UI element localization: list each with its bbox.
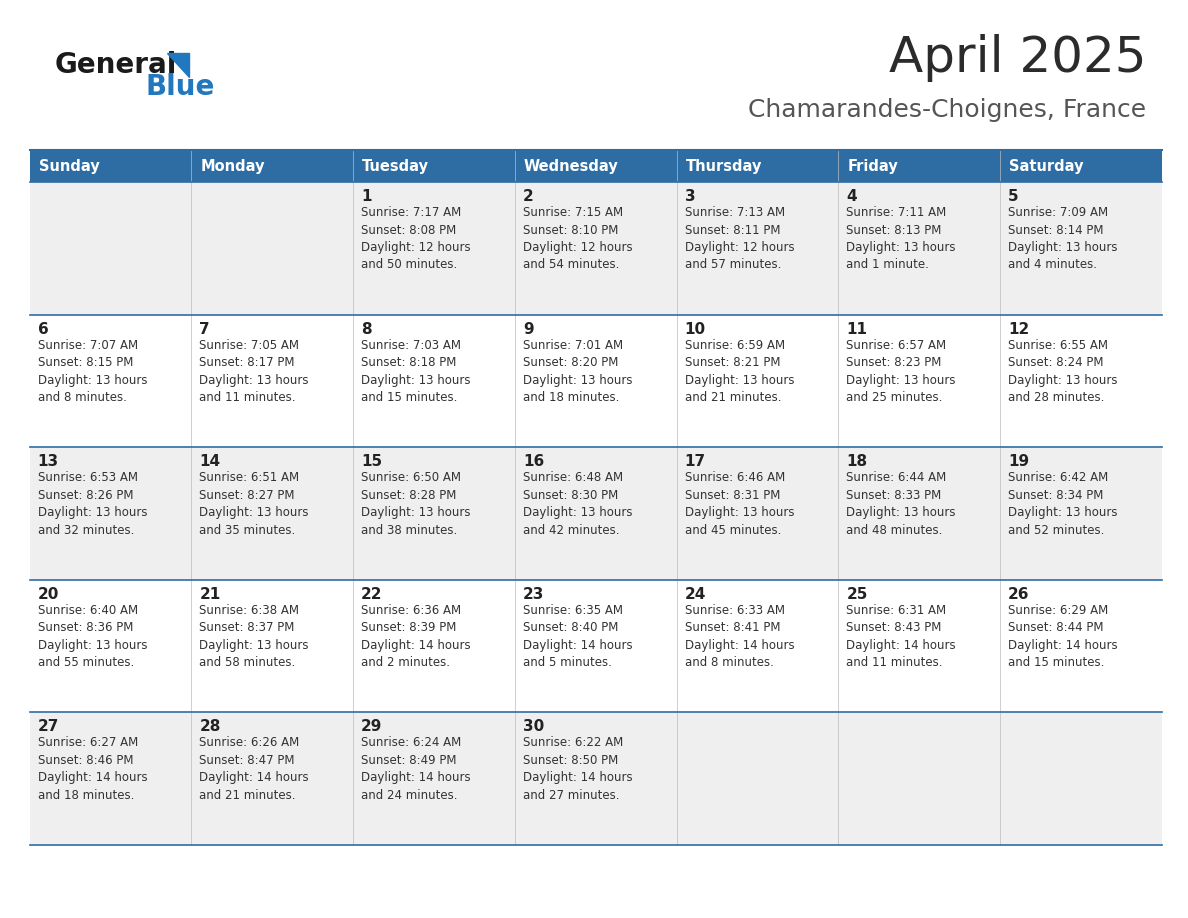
Bar	[30, 150, 1162, 182]
Text: Sunrise: 7:11 AM
Sunset: 8:13 PM
Daylight: 13 hours
and 1 minute.: Sunrise: 7:11 AM Sunset: 8:13 PM Dayligh…	[846, 206, 956, 272]
Text: Monday: Monday	[201, 159, 265, 174]
Text: Sunrise: 6:55 AM
Sunset: 8:24 PM
Daylight: 13 hours
and 28 minutes.: Sunrise: 6:55 AM Sunset: 8:24 PM Dayligh…	[1009, 339, 1118, 404]
Text: 21: 21	[200, 587, 221, 602]
Text: Saturday: Saturday	[1009, 159, 1083, 174]
Text: Sunrise: 6:29 AM
Sunset: 8:44 PM
Daylight: 14 hours
and 15 minutes.: Sunrise: 6:29 AM Sunset: 8:44 PM Dayligh…	[1009, 604, 1118, 669]
Text: 26: 26	[1009, 587, 1030, 602]
Bar	[30, 447, 1162, 580]
Text: 8: 8	[361, 321, 372, 337]
Text: 19: 19	[1009, 454, 1029, 469]
Text: 13: 13	[38, 454, 59, 469]
Text: Sunrise: 7:15 AM
Sunset: 8:10 PM
Daylight: 12 hours
and 54 minutes.: Sunrise: 7:15 AM Sunset: 8:10 PM Dayligh…	[523, 206, 632, 272]
Text: Sunrise: 7:03 AM
Sunset: 8:18 PM
Daylight: 13 hours
and 15 minutes.: Sunrise: 7:03 AM Sunset: 8:18 PM Dayligh…	[361, 339, 470, 404]
Text: 15: 15	[361, 454, 383, 469]
Text: Sunrise: 7:13 AM
Sunset: 8:11 PM
Daylight: 12 hours
and 57 minutes.: Sunrise: 7:13 AM Sunset: 8:11 PM Dayligh…	[684, 206, 795, 272]
Text: General: General	[55, 51, 177, 79]
Text: Friday: Friday	[847, 159, 898, 174]
Text: Sunrise: 6:57 AM
Sunset: 8:23 PM
Daylight: 13 hours
and 25 minutes.: Sunrise: 6:57 AM Sunset: 8:23 PM Dayligh…	[846, 339, 956, 404]
Text: Wednesday: Wednesday	[524, 159, 619, 174]
Bar	[30, 182, 1162, 315]
Text: Sunrise: 6:27 AM
Sunset: 8:46 PM
Daylight: 14 hours
and 18 minutes.: Sunrise: 6:27 AM Sunset: 8:46 PM Dayligh…	[38, 736, 147, 802]
Text: 29: 29	[361, 720, 383, 734]
Bar	[30, 580, 1162, 712]
Text: 25: 25	[846, 587, 867, 602]
Text: 6: 6	[38, 321, 49, 337]
Text: 27: 27	[38, 720, 59, 734]
Text: April 2025: April 2025	[889, 34, 1146, 82]
Text: Sunrise: 6:44 AM
Sunset: 8:33 PM
Daylight: 13 hours
and 48 minutes.: Sunrise: 6:44 AM Sunset: 8:33 PM Dayligh…	[846, 471, 956, 537]
Text: Sunrise: 6:48 AM
Sunset: 8:30 PM
Daylight: 13 hours
and 42 minutes.: Sunrise: 6:48 AM Sunset: 8:30 PM Dayligh…	[523, 471, 632, 537]
Bar	[30, 712, 1162, 845]
Text: Chamarandes-Choignes, France: Chamarandes-Choignes, France	[748, 98, 1146, 122]
Text: 4: 4	[846, 189, 857, 204]
Text: Sunrise: 6:46 AM
Sunset: 8:31 PM
Daylight: 13 hours
and 45 minutes.: Sunrise: 6:46 AM Sunset: 8:31 PM Dayligh…	[684, 471, 794, 537]
Text: Sunrise: 7:17 AM
Sunset: 8:08 PM
Daylight: 12 hours
and 50 minutes.: Sunrise: 7:17 AM Sunset: 8:08 PM Dayligh…	[361, 206, 470, 272]
Text: Sunrise: 6:59 AM
Sunset: 8:21 PM
Daylight: 13 hours
and 21 minutes.: Sunrise: 6:59 AM Sunset: 8:21 PM Dayligh…	[684, 339, 794, 404]
Text: 22: 22	[361, 587, 383, 602]
Text: 12: 12	[1009, 321, 1029, 337]
Text: Tuesday: Tuesday	[362, 159, 429, 174]
Text: 9: 9	[523, 321, 533, 337]
Text: Sunrise: 6:33 AM
Sunset: 8:41 PM
Daylight: 14 hours
and 8 minutes.: Sunrise: 6:33 AM Sunset: 8:41 PM Dayligh…	[684, 604, 795, 669]
Text: Sunrise: 6:40 AM
Sunset: 8:36 PM
Daylight: 13 hours
and 55 minutes.: Sunrise: 6:40 AM Sunset: 8:36 PM Dayligh…	[38, 604, 147, 669]
Text: Sunrise: 6:36 AM
Sunset: 8:39 PM
Daylight: 14 hours
and 2 minutes.: Sunrise: 6:36 AM Sunset: 8:39 PM Dayligh…	[361, 604, 470, 669]
Text: 7: 7	[200, 321, 210, 337]
Text: 17: 17	[684, 454, 706, 469]
Text: 1: 1	[361, 189, 372, 204]
Text: Sunrise: 7:09 AM
Sunset: 8:14 PM
Daylight: 13 hours
and 4 minutes.: Sunrise: 7:09 AM Sunset: 8:14 PM Dayligh…	[1009, 206, 1118, 272]
Bar	[30, 315, 1162, 447]
Text: Sunrise: 6:51 AM
Sunset: 8:27 PM
Daylight: 13 hours
and 35 minutes.: Sunrise: 6:51 AM Sunset: 8:27 PM Dayligh…	[200, 471, 309, 537]
Text: 23: 23	[523, 587, 544, 602]
Text: Sunrise: 6:38 AM
Sunset: 8:37 PM
Daylight: 13 hours
and 58 minutes.: Sunrise: 6:38 AM Sunset: 8:37 PM Dayligh…	[200, 604, 309, 669]
Text: 18: 18	[846, 454, 867, 469]
Text: Sunrise: 7:07 AM
Sunset: 8:15 PM
Daylight: 13 hours
and 8 minutes.: Sunrise: 7:07 AM Sunset: 8:15 PM Dayligh…	[38, 339, 147, 404]
Text: 11: 11	[846, 321, 867, 337]
Text: Blue: Blue	[145, 73, 214, 101]
Text: Sunrise: 7:01 AM
Sunset: 8:20 PM
Daylight: 13 hours
and 18 minutes.: Sunrise: 7:01 AM Sunset: 8:20 PM Dayligh…	[523, 339, 632, 404]
Text: 2: 2	[523, 189, 533, 204]
Text: Sunrise: 6:53 AM
Sunset: 8:26 PM
Daylight: 13 hours
and 32 minutes.: Sunrise: 6:53 AM Sunset: 8:26 PM Dayligh…	[38, 471, 147, 537]
Text: 28: 28	[200, 720, 221, 734]
Text: 24: 24	[684, 587, 706, 602]
Text: 3: 3	[684, 189, 695, 204]
Text: 30: 30	[523, 720, 544, 734]
Text: 5: 5	[1009, 189, 1019, 204]
Text: Thursday: Thursday	[685, 159, 762, 174]
Text: Sunrise: 6:50 AM
Sunset: 8:28 PM
Daylight: 13 hours
and 38 minutes.: Sunrise: 6:50 AM Sunset: 8:28 PM Dayligh…	[361, 471, 470, 537]
Text: Sunrise: 6:42 AM
Sunset: 8:34 PM
Daylight: 13 hours
and 52 minutes.: Sunrise: 6:42 AM Sunset: 8:34 PM Dayligh…	[1009, 471, 1118, 537]
Text: Sunrise: 6:31 AM
Sunset: 8:43 PM
Daylight: 14 hours
and 11 minutes.: Sunrise: 6:31 AM Sunset: 8:43 PM Dayligh…	[846, 604, 956, 669]
Text: Sunrise: 7:05 AM
Sunset: 8:17 PM
Daylight: 13 hours
and 11 minutes.: Sunrise: 7:05 AM Sunset: 8:17 PM Dayligh…	[200, 339, 309, 404]
Text: Sunrise: 6:22 AM
Sunset: 8:50 PM
Daylight: 14 hours
and 27 minutes.: Sunrise: 6:22 AM Sunset: 8:50 PM Dayligh…	[523, 736, 632, 802]
Text: 10: 10	[684, 321, 706, 337]
Text: 14: 14	[200, 454, 221, 469]
Text: Sunrise: 6:26 AM
Sunset: 8:47 PM
Daylight: 14 hours
and 21 minutes.: Sunrise: 6:26 AM Sunset: 8:47 PM Dayligh…	[200, 736, 309, 802]
Polygon shape	[168, 53, 189, 77]
Text: 16: 16	[523, 454, 544, 469]
Text: Sunday: Sunday	[39, 159, 100, 174]
Text: Sunrise: 6:35 AM
Sunset: 8:40 PM
Daylight: 14 hours
and 5 minutes.: Sunrise: 6:35 AM Sunset: 8:40 PM Dayligh…	[523, 604, 632, 669]
Text: 20: 20	[38, 587, 59, 602]
Text: Sunrise: 6:24 AM
Sunset: 8:49 PM
Daylight: 14 hours
and 24 minutes.: Sunrise: 6:24 AM Sunset: 8:49 PM Dayligh…	[361, 736, 470, 802]
